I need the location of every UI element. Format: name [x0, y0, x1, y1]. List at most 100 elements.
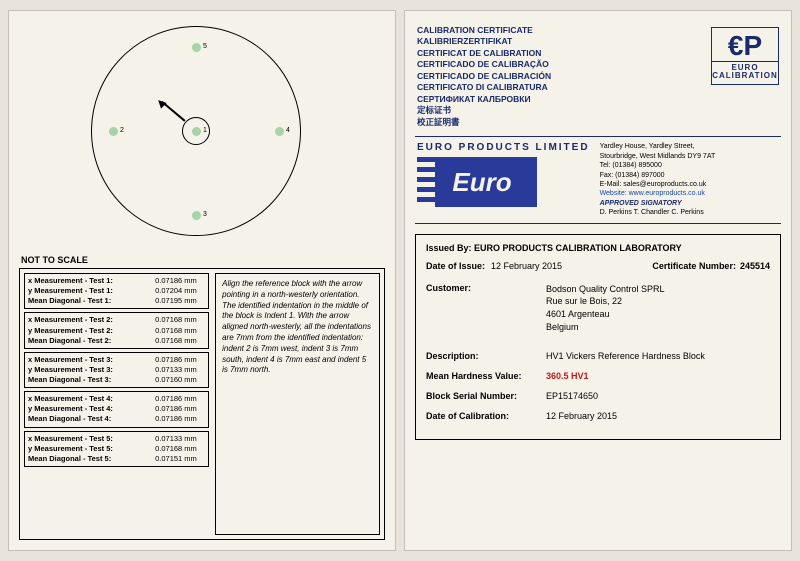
approved-signatory: APPROVED SIGNATORY — [600, 199, 779, 208]
measurement-label: y Measurement - Test 3: — [28, 365, 155, 375]
customer-line: Rue sur le Bois, 22 — [546, 295, 665, 308]
customer-line: Belgium — [546, 321, 665, 334]
indent-dot-5 — [192, 43, 201, 52]
cert-number-value: 245514 — [740, 261, 770, 271]
measurement-group-4: x Measurement - Test 4:0.07186 mmy Measu… — [24, 391, 209, 427]
certificate-title-line: 定标证书 — [417, 105, 711, 116]
measurement-row: Mean Diagonal - Test 5:0.07151 mm — [28, 454, 205, 464]
serial-row: Block Serial Number: EP15174650 — [426, 391, 770, 401]
mean-hardness-value: 360.5 HV1 — [546, 371, 770, 381]
email-line: E-Mail: sales@europroducts.co.uk — [600, 180, 779, 189]
certificate-title-line: 校正証明書 — [417, 117, 711, 128]
company-banner: EURO PRODUCTS LIMITED Euro Yardley House… — [415, 136, 781, 224]
measurement-value: 0.07186 mm — [155, 414, 205, 424]
not-to-scale-label: NOT TO SCALE — [21, 255, 385, 265]
cal-date-label: Date of Calibration: — [426, 411, 546, 421]
logo-stripes-icon — [417, 157, 435, 207]
certificate-title-line: CERTIFICADO DE CALIBRACIÓN — [417, 71, 711, 82]
measurement-value: 0.07151 mm — [155, 454, 205, 464]
measurement-label: Mean Diagonal - Test 1: — [28, 296, 155, 306]
company-title: EURO PRODUCTS LIMITED — [417, 142, 590, 153]
measurement-row: y Measurement - Test 1:0.07204 mm — [28, 286, 205, 296]
cert-number-label: Certificate Number: — [652, 261, 736, 271]
cal-date-row: Date of Calibration: 12 February 2015 — [426, 411, 770, 421]
web-line: Website: www.europroducts.co.uk — [600, 189, 779, 198]
measurement-value: 0.07195 mm — [155, 296, 205, 306]
euro-block-logo: Euro — [417, 157, 537, 207]
measurement-value: 0.07186 mm — [155, 404, 205, 414]
description-value: HV1 Vickers Reference Hardness Block — [546, 351, 770, 361]
measurement-value: 0.07168 mm — [155, 336, 205, 346]
date-of-issue-value: 12 February 2015 — [491, 261, 562, 271]
indent-label-3: 3 — [203, 211, 207, 218]
measurement-value: 0.07204 mm — [155, 286, 205, 296]
certificate-title-line: CALIBRATION CERTIFICATE — [417, 25, 711, 36]
indent-dot-3 — [192, 211, 201, 220]
measurement-label: y Measurement - Test 5: — [28, 444, 155, 454]
measurement-row: x Measurement - Test 4:0.07186 mm — [28, 394, 205, 404]
measurement-group-3: x Measurement - Test 3:0.07186 mmy Measu… — [24, 352, 209, 388]
measurement-label: y Measurement - Test 2: — [28, 326, 155, 336]
indent-dot-2 — [109, 127, 118, 136]
customer-block: Customer: Bodson Quality Control SPRL Ru… — [426, 283, 770, 333]
measurement-label: x Measurement - Test 4: — [28, 394, 155, 404]
measurement-row: x Measurement - Test 5:0.07133 mm — [28, 434, 205, 444]
measurement-label: x Measurement - Test 1: — [28, 276, 155, 286]
company-left: EURO PRODUCTS LIMITED Euro — [417, 142, 590, 218]
bottom-section: x Measurement - Test 1:0.07186 mmy Measu… — [19, 268, 385, 540]
measurement-label: Mean Diagonal - Test 4: — [28, 414, 155, 424]
measurement-row: Mean Diagonal - Test 3:0.07160 mm — [28, 375, 205, 385]
measurement-group-1: x Measurement - Test 1:0.07186 mmy Measu… — [24, 273, 209, 309]
measurement-label: y Measurement - Test 4: — [28, 404, 155, 414]
logo-text: EURO CALIBRATION — [712, 61, 778, 78]
certificate-title-line: KALIBRIERZERTIFIKAT — [417, 36, 711, 47]
description-row: Description: HV1 Vickers Reference Hardn… — [426, 351, 770, 361]
right-page: CALIBRATION CERTIFICATEKALIBRIERZERTIFIK… — [404, 10, 792, 551]
indent-label-5: 5 — [203, 43, 207, 50]
measurement-row: y Measurement - Test 4:0.07186 mm — [28, 404, 205, 414]
serial-value: EP15174650 — [546, 391, 770, 401]
left-page: 12345 NOT TO SCALE x Measurement - Test … — [8, 10, 396, 551]
mean-hardness-label: Mean Hardness Value: — [426, 371, 546, 381]
measurement-label: Mean Diagonal - Test 5: — [28, 454, 155, 464]
measurement-label: y Measurement - Test 1: — [28, 286, 155, 296]
euro-calibration-logo: €P EURO CALIBRATION — [711, 27, 779, 85]
measurement-row: Mean Diagonal - Test 1:0.07195 mm — [28, 296, 205, 306]
certificate-details: Issued By: EURO PRODUCTS CALIBRATION LAB… — [415, 234, 781, 440]
measurement-row: x Measurement - Test 2:0.07168 mm — [28, 315, 205, 325]
measurement-row: x Measurement - Test 1:0.07186 mm — [28, 276, 205, 286]
indent-label-2: 2 — [120, 127, 124, 134]
serial-label: Block Serial Number: — [426, 391, 546, 401]
certificate-title-line: CERTIFICATO DI CALIBRATURA — [417, 82, 711, 93]
customer-line: Bodson Quality Control SPRL — [546, 283, 665, 296]
addr-line: Yardley House, Yardley Street, — [600, 142, 779, 151]
certificate-header: CALIBRATION CERTIFICATEKALIBRIERZERTIFIK… — [415, 21, 781, 136]
company-address: Yardley House, Yardley Street, Stourbrid… — [600, 142, 779, 218]
signatories: D. Perkins T. Chandler C. Perkins — [600, 208, 779, 217]
indent-dot-1 — [192, 127, 201, 136]
measurement-group-5: x Measurement - Test 5:0.07133 mmy Measu… — [24, 431, 209, 467]
measurement-value: 0.07168 mm — [155, 444, 205, 454]
indent-diagram: 12345 — [19, 21, 385, 251]
measurement-value: 0.07186 mm — [155, 276, 205, 286]
measurement-row: Mean Diagonal - Test 2:0.07168 mm — [28, 336, 205, 346]
measurement-label: x Measurement - Test 2: — [28, 315, 155, 325]
measurement-row: y Measurement - Test 3:0.07133 mm — [28, 365, 205, 375]
measurements-table: x Measurement - Test 1:0.07186 mmy Measu… — [24, 273, 209, 535]
customer-line: 4601 Argenteau — [546, 308, 665, 321]
measurement-row: x Measurement - Test 3:0.07186 mm — [28, 355, 205, 365]
logo-symbol: €P — [728, 33, 762, 58]
description-label: Description: — [426, 351, 546, 361]
customer-label: Customer: — [426, 283, 546, 333]
tel-line: Tel: (01384) 895000 — [600, 161, 779, 170]
measurement-value: 0.07186 mm — [155, 355, 205, 365]
measurement-label: x Measurement - Test 5: — [28, 434, 155, 444]
measurement-label: x Measurement - Test 3: — [28, 355, 155, 365]
indent-label-1: 1 — [203, 127, 207, 134]
mean-hardness-row: Mean Hardness Value: 360.5 HV1 — [426, 371, 770, 381]
measurement-value: 0.07168 mm — [155, 315, 205, 325]
certificate-title-line: CERTIFICADO DE CALIBRAÇÃO — [417, 59, 711, 70]
certificate-titles: CALIBRATION CERTIFICATEKALIBRIERZERTIFIK… — [417, 25, 711, 128]
addr-line: Stourbridge, West Midlands DY9 7AT — [600, 152, 779, 161]
fax-line: Fax: (01384) 897000 — [600, 171, 779, 180]
